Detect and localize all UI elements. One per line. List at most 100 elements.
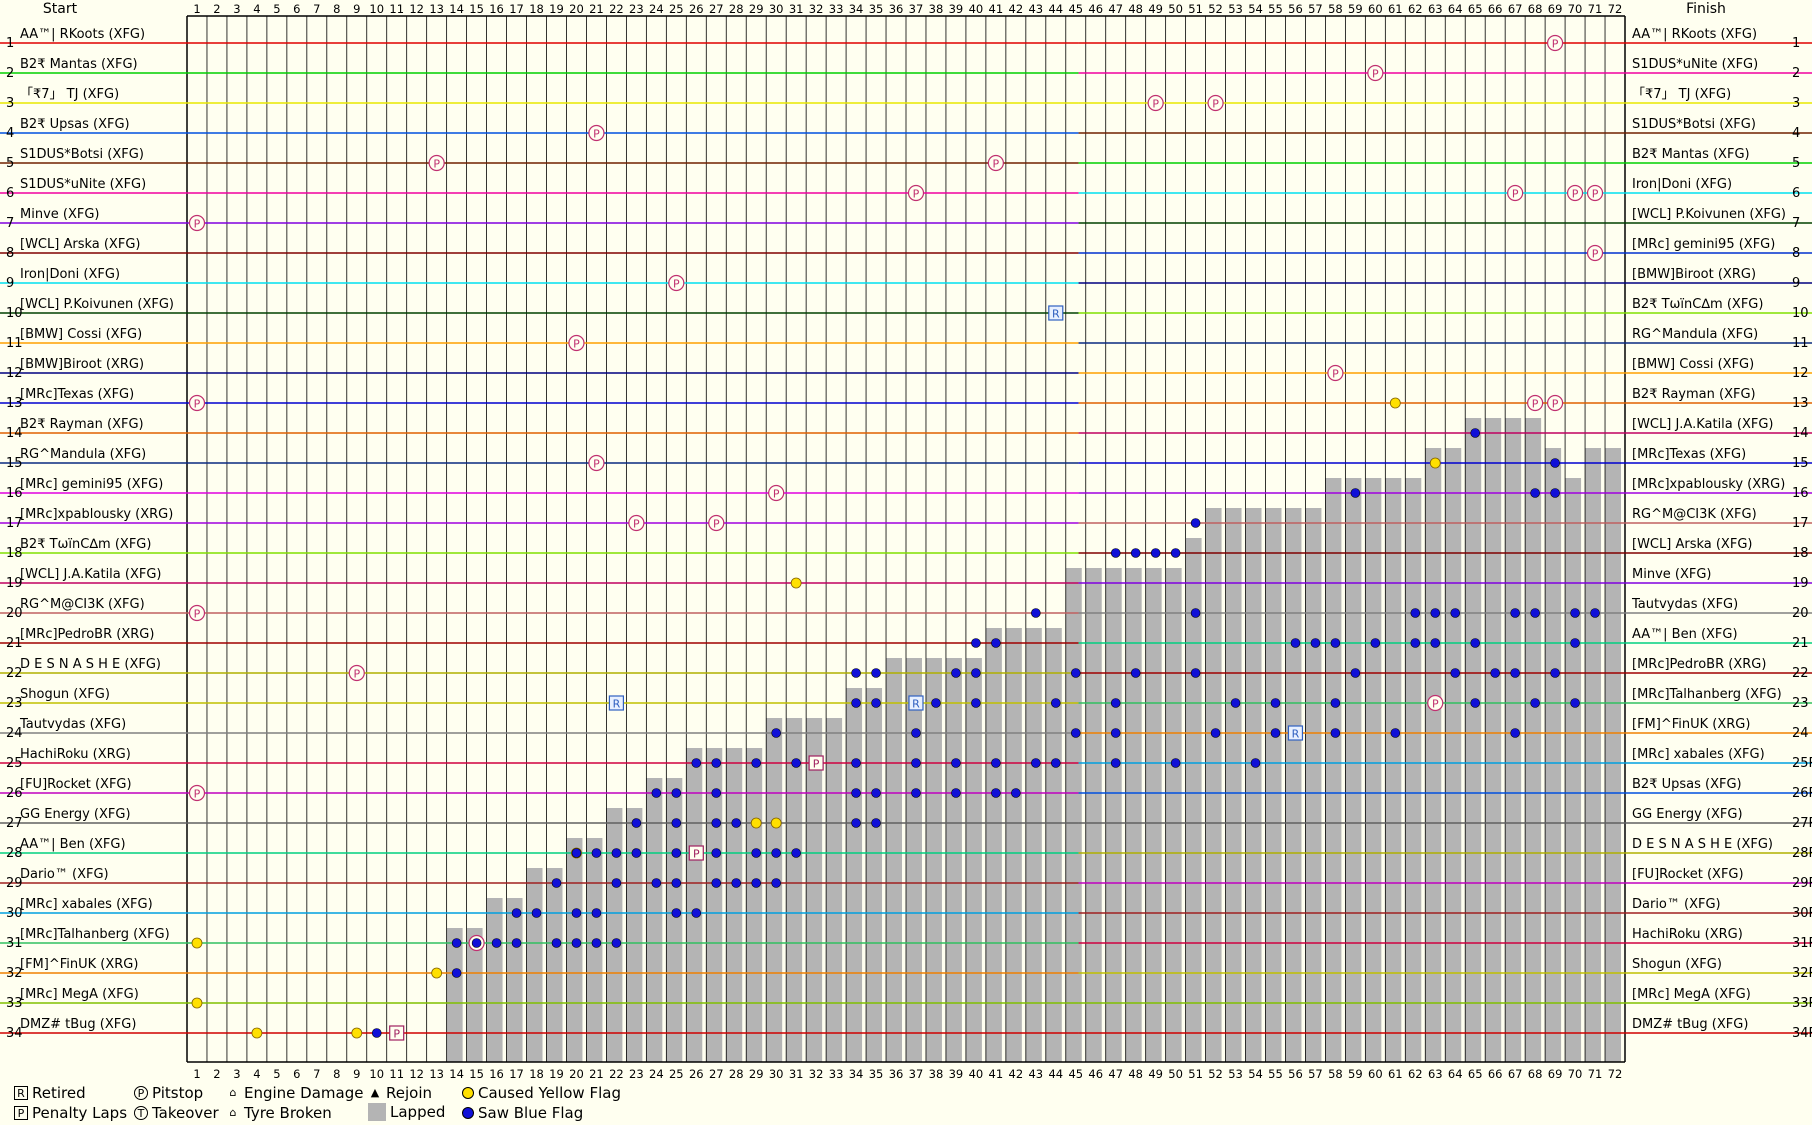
finish-position-number: 14 (1792, 426, 1809, 441)
blue-flag-marker (631, 818, 642, 828)
pitstop-marker (1367, 64, 1384, 82)
blue-flag-marker (1070, 668, 1081, 678)
finish-position-number: 29R (1792, 876, 1812, 891)
blue-flag-marker (1530, 608, 1540, 618)
legend-rejoin: ▲ Rejoin (368, 1084, 432, 1102)
lap-tick-bottom: 71 (1588, 1067, 1603, 1081)
blue-flag-marker (771, 728, 781, 738)
start-position-number: 27 (6, 816, 23, 831)
lap-tick-bottom: 19 (549, 1067, 564, 1081)
lap-tick-top: 72 (1608, 2, 1623, 16)
pitstop-marker (708, 514, 725, 532)
yellow-flag-marker (1389, 397, 1401, 409)
labels: Start Finish 112233445566778899101011111… (6, 1, 1812, 1081)
finish-position-number: 8 (1792, 246, 1800, 261)
pitstop-marker (907, 184, 925, 202)
blue-flag-marker (871, 788, 881, 798)
pitstop-marker-label: P (1552, 38, 1559, 51)
lap-tick-top: 12 (409, 2, 424, 16)
lap-tick-bottom: 70 (1568, 1067, 1583, 1081)
start-driver-label: B2₹ Upsas (XFG) (20, 117, 130, 132)
lapped-bar (1605, 448, 1622, 1062)
finish-position-number: 4 (1792, 126, 1800, 141)
pitstop-marker (987, 154, 1004, 172)
penalty-marker (688, 845, 704, 861)
start-driver-label: RG^M@CI3K (XFG) (20, 597, 145, 612)
pitstop-marker (1566, 184, 1584, 202)
blue-flag-marker (711, 818, 722, 828)
finish-driver-label: B2₹ Mantas (XFG) (1632, 147, 1750, 162)
lapped-bar (686, 748, 703, 1062)
finish-driver-label: [WCL] Arska (XFG) (1632, 537, 1752, 552)
lap-tick-top: 42 (1009, 2, 1024, 16)
lap-tick-bottom: 10 (369, 1067, 384, 1081)
lap-tick-bottom: 58 (1328, 1067, 1343, 1081)
start-position-number: 20 (6, 606, 23, 621)
lap-tick-top: 20 (569, 2, 584, 16)
blue-flag-marker (1190, 608, 1201, 618)
legend-blue: Saw Blue Flag (462, 1104, 583, 1122)
lapped-bar (965, 658, 982, 1062)
pitstop-marker (188, 604, 206, 622)
start-driver-label: Iron|Doni (XFG) (20, 267, 120, 282)
lapped-bar (1585, 448, 1602, 1062)
lap-tick-bottom: 20 (569, 1067, 584, 1081)
lap-tick-bottom: 7 (313, 1067, 320, 1081)
lap-tick-top: 4 (253, 2, 260, 16)
lap-tick-top: 6 (293, 2, 300, 16)
start-position-number: 11 (6, 336, 23, 351)
pitstop-marker-label: P (1332, 368, 1339, 381)
finish-driver-label: [BMW]Biroot (XRG) (1632, 267, 1756, 282)
lapped-bar (945, 658, 962, 1062)
finish-position-number: 19 (1792, 576, 1809, 591)
lapped-bar (1365, 478, 1382, 1062)
lap-tick-bottom: 36 (889, 1067, 904, 1081)
start-position-number: 4 (6, 126, 14, 141)
lap-tick-top: 24 (649, 2, 664, 16)
blue-flag-marker (551, 878, 562, 888)
blue-flag-marker (751, 758, 762, 768)
lap-tick-top: 2 (213, 2, 220, 16)
lapped-bar (1265, 508, 1282, 1062)
legend-pitstop: P Pitstop (134, 1084, 203, 1102)
finish-driver-label: 「₹7」 TJ (XFG) (1632, 87, 1731, 102)
lap-tick-bottom: 56 (1288, 1067, 1303, 1081)
blue-flag-marker (1390, 728, 1401, 738)
blue-flag-marker (1050, 698, 1061, 708)
lap-tick-bottom: 29 (749, 1067, 764, 1081)
retired-marker (908, 695, 924, 711)
lap-tick-bottom: 68 (1528, 1067, 1543, 1081)
lap-tick-bottom: 32 (809, 1067, 824, 1081)
start-driver-label: D E S N A S H E (XFG) (20, 657, 161, 672)
finish-position-number: 23 (1792, 696, 1809, 711)
lap-tick-bottom: 17 (509, 1067, 524, 1081)
finish-position-number: 5 (1792, 156, 1800, 171)
lapped-area (446, 418, 1622, 1062)
penalty-marker (808, 755, 824, 771)
blue-flag-marker (631, 848, 642, 858)
start-position-number: 7 (6, 216, 14, 231)
lap-tick-bottom: 41 (989, 1067, 1004, 1081)
start-driver-label: B2₹ Rayman (XFG) (20, 417, 144, 432)
lapped-bar (1105, 568, 1122, 1062)
lap-tick-bottom: 38 (929, 1067, 944, 1081)
finish-driver-label: D E S N A S H E (XFG) (1632, 837, 1773, 852)
lap-tick-top: 38 (929, 2, 944, 16)
blue-flag-marker (851, 758, 861, 768)
blue-flag-marker (1430, 608, 1441, 618)
lap-tick-top: 52 (1208, 2, 1223, 16)
legend-engine: ⌂ Engine Damage (226, 1084, 364, 1102)
lap-tick-bottom: 53 (1228, 1067, 1243, 1081)
finish-driver-label: [WCL] P.Koivunen (XFG) (1632, 207, 1786, 222)
start-driver-label: RG^Mandula (XFG) (20, 447, 146, 462)
lap-tick-top: 41 (989, 2, 1004, 16)
lapped-bar (766, 718, 783, 1062)
blue-flag-marker (991, 638, 1001, 648)
start-driver-label: [WCL] Arska (XFG) (20, 237, 140, 252)
start-driver-label: AA™| RKoots (XFG) (20, 27, 145, 42)
lap-tick-bottom: 26 (689, 1067, 704, 1081)
pitstop-marker (588, 454, 605, 472)
finish-position-number: 2 (1792, 66, 1800, 81)
blue-flag-marker (1070, 728, 1081, 738)
pitstop-marker (1327, 364, 1344, 382)
